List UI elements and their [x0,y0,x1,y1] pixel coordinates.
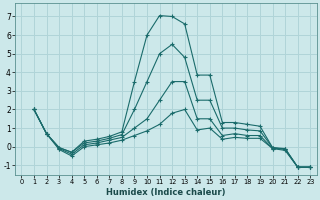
X-axis label: Humidex (Indice chaleur): Humidex (Indice chaleur) [106,188,226,197]
